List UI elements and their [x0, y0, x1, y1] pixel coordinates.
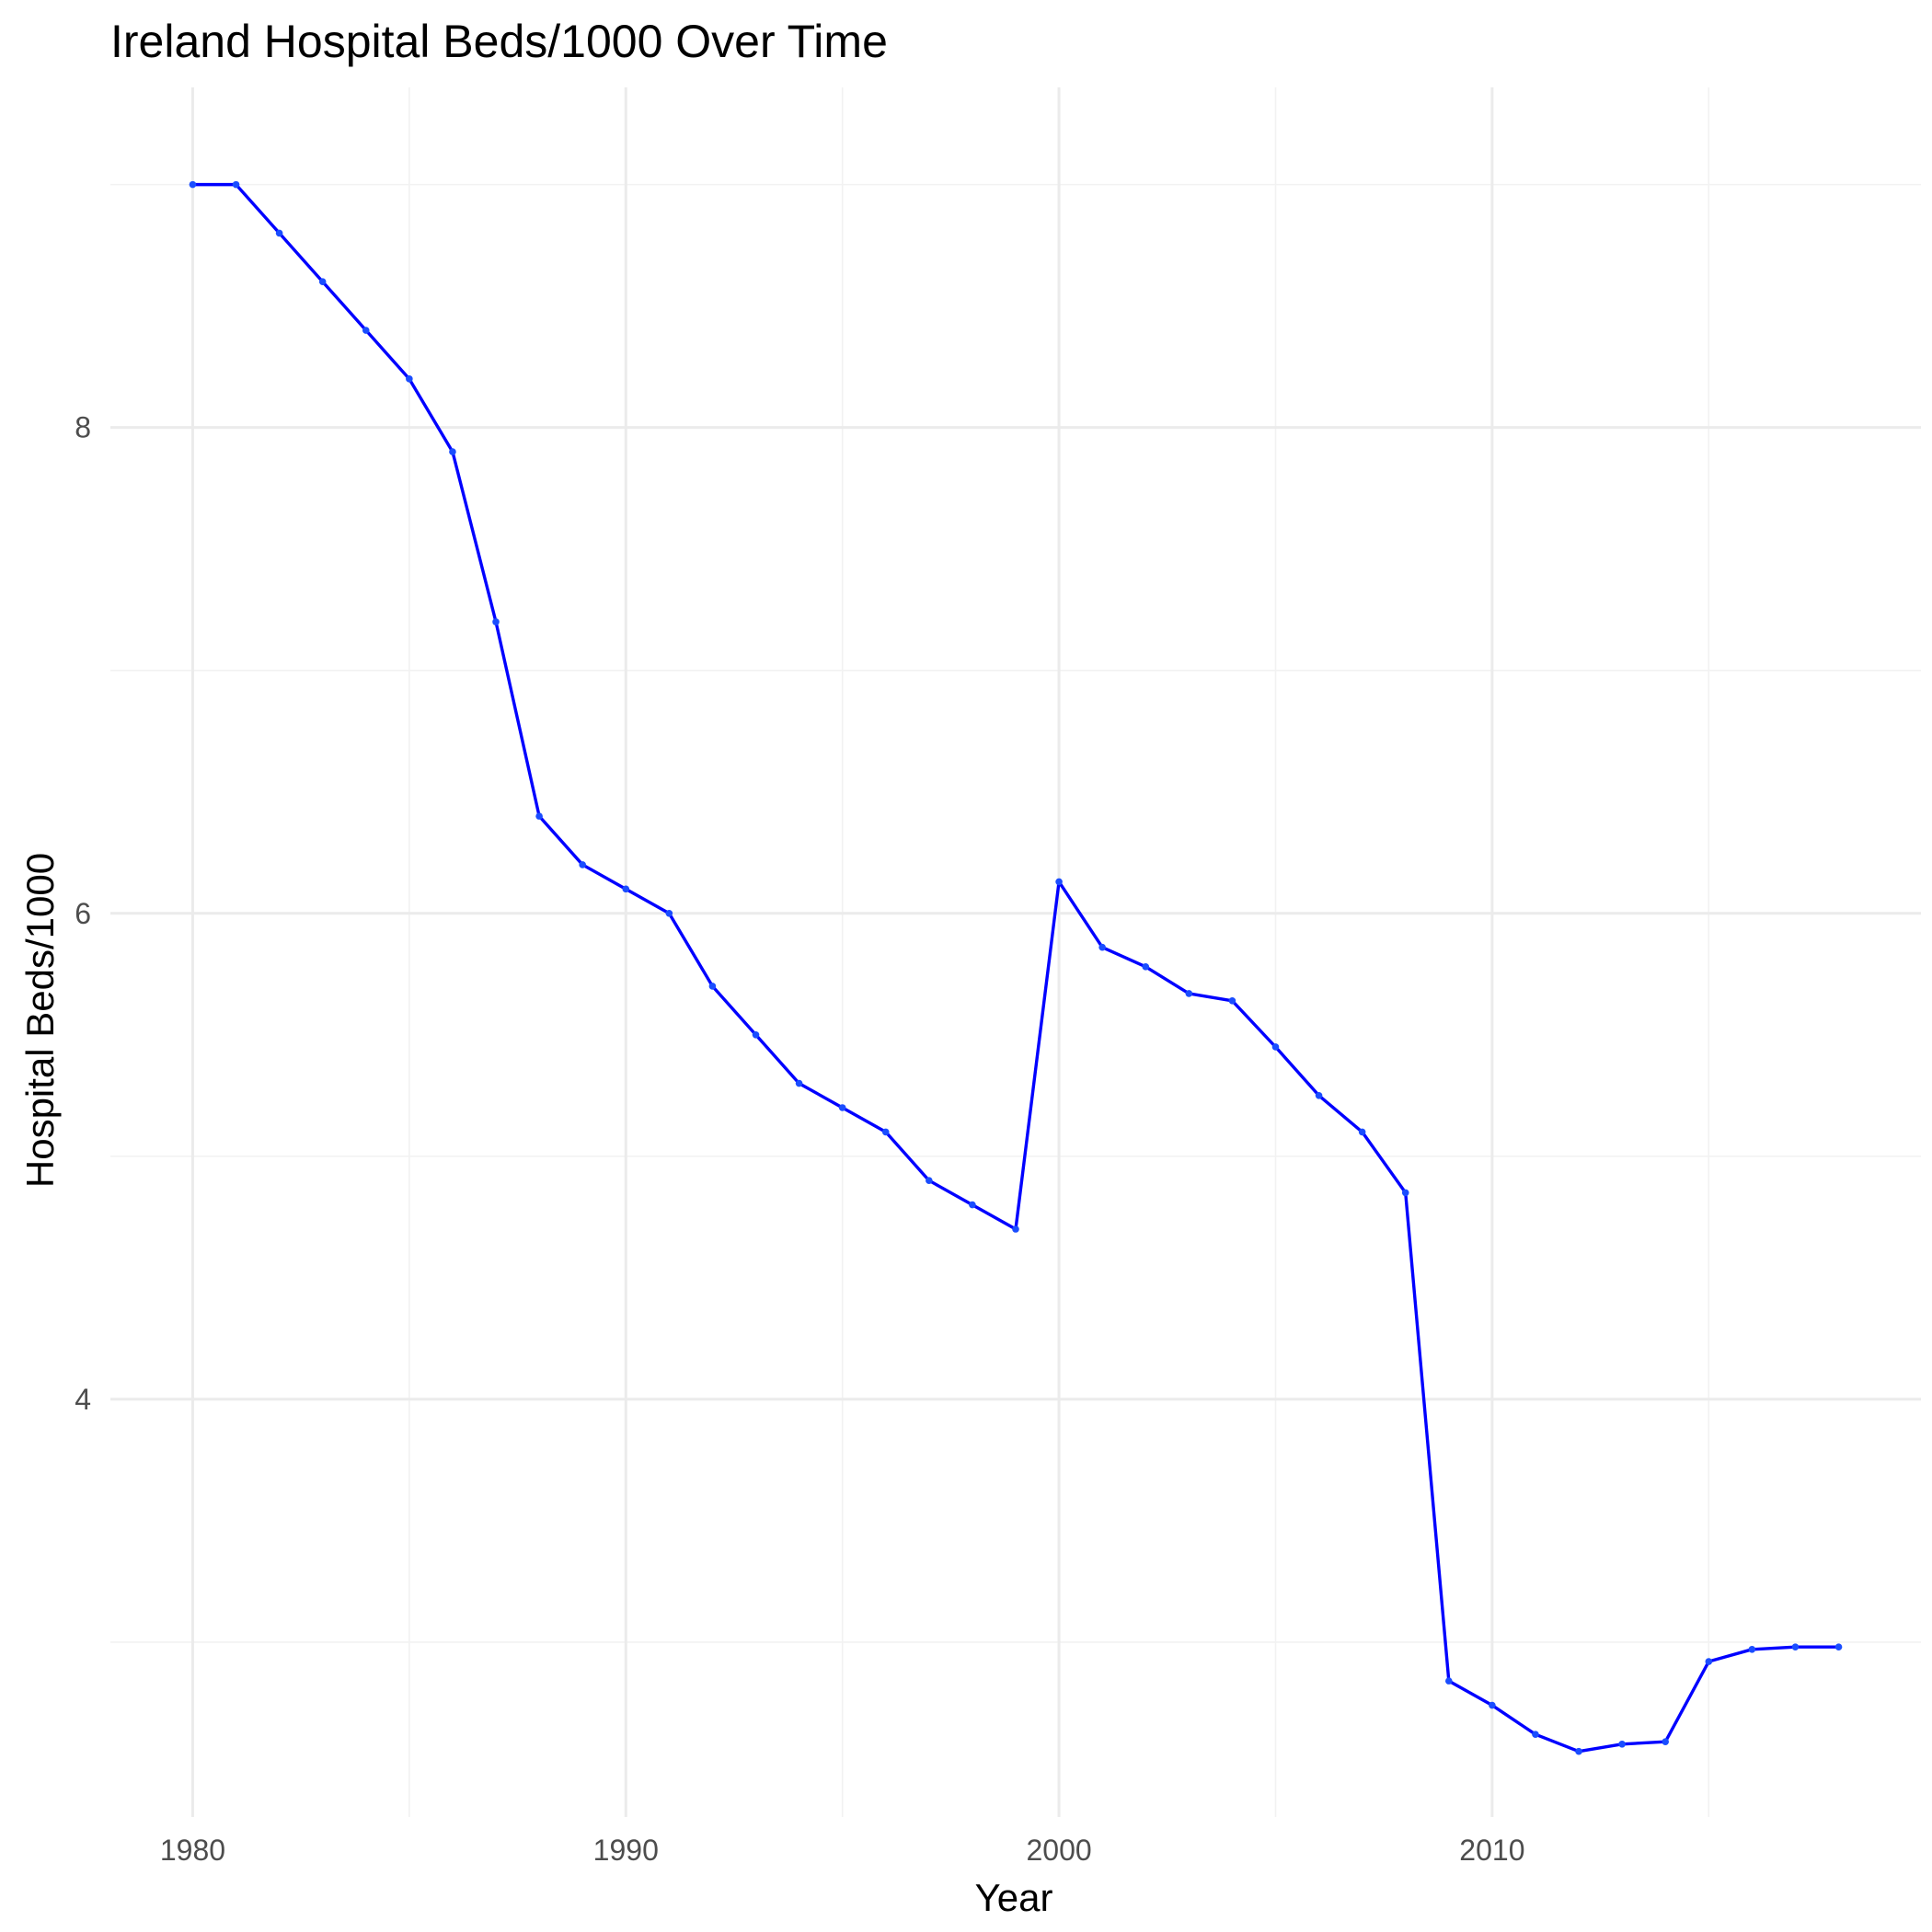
data-point — [665, 909, 673, 917]
data-point — [926, 1177, 933, 1185]
data-point — [449, 448, 456, 455]
y-axis-title: Hospital Beds/1000 — [18, 853, 62, 1188]
data-point — [1575, 1747, 1582, 1755]
data-point — [1532, 1731, 1539, 1739]
data-point — [362, 327, 370, 334]
x-axis-ticks: 1980 1990 2000 2010 — [160, 1834, 1525, 1867]
data-point — [1834, 1643, 1843, 1650]
data-point — [1098, 943, 1106, 951]
data-point — [1358, 1128, 1366, 1136]
data-point — [838, 1104, 846, 1111]
data-point — [1055, 878, 1063, 886]
data-point — [232, 180, 240, 189]
data-point — [1705, 1658, 1713, 1665]
major-gridlines — [110, 87, 1921, 1817]
y-tick-label: 8 — [75, 411, 91, 444]
data-point — [1012, 1225, 1019, 1233]
x-axis-title: Year — [975, 1876, 1053, 1919]
data-series — [189, 180, 1843, 1755]
data-point — [1489, 1701, 1496, 1709]
data-point — [1748, 1646, 1756, 1653]
data-point — [1618, 1740, 1626, 1748]
data-point — [535, 812, 543, 820]
y-tick-label: 4 — [75, 1383, 91, 1416]
data-point — [1271, 1043, 1280, 1051]
x-tick-label: 2000 — [1026, 1834, 1091, 1867]
data-point — [492, 618, 500, 626]
chart-title: Ireland Hospital Beds/1000 Over Time — [110, 16, 888, 67]
data-point — [969, 1201, 976, 1209]
y-axis-ticks: 4 6 8 — [75, 411, 91, 1416]
y-tick-label: 6 — [75, 897, 91, 930]
data-point — [881, 1128, 890, 1136]
data-point — [1228, 997, 1236, 1005]
data-point — [275, 229, 283, 237]
data-point — [708, 983, 717, 990]
data-point — [406, 375, 413, 383]
x-tick-label: 1980 — [160, 1834, 225, 1867]
data-point — [1142, 963, 1150, 971]
x-tick-label: 2010 — [1459, 1834, 1524, 1867]
x-tick-label: 1990 — [593, 1834, 659, 1867]
data-point — [579, 861, 586, 868]
data-point — [622, 885, 630, 893]
data-point — [1185, 990, 1193, 997]
data-point — [795, 1079, 803, 1087]
data-point — [189, 180, 197, 189]
data-point — [1445, 1677, 1453, 1685]
data-point — [1791, 1643, 1800, 1650]
data-point — [318, 278, 327, 286]
data-point — [1401, 1189, 1409, 1197]
data-point — [1315, 1091, 1323, 1099]
data-point — [752, 1030, 760, 1039]
data-point — [1662, 1738, 1670, 1745]
